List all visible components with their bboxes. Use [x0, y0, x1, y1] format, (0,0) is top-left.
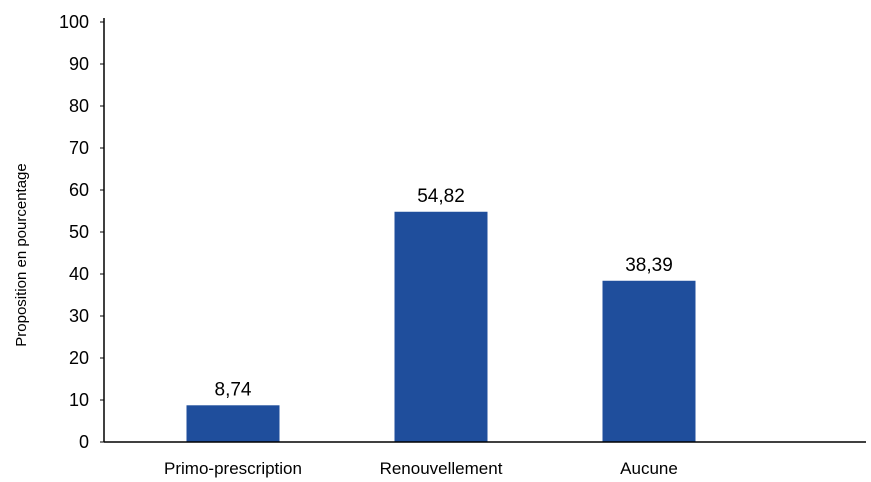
y-tick-label: 80	[69, 96, 89, 116]
data-label: 54,82	[417, 186, 465, 207]
category-labels: Primo-prescription Renouvellement Aucune	[164, 459, 678, 478]
bars	[186, 211, 696, 442]
data-label: 38,39	[625, 255, 673, 276]
y-tick-label: 90	[69, 54, 89, 74]
y-axis-ticks: 0 10 20 30 40 50 60 70 80 90 100	[59, 12, 104, 452]
data-labels: 8,74 54,82 38,39	[215, 186, 673, 401]
bar-aucune	[602, 280, 696, 442]
y-tick-label: 20	[69, 348, 89, 368]
y-tick-label: 60	[69, 180, 89, 200]
y-tick-label: 50	[69, 222, 89, 242]
y-tick-label: 10	[69, 390, 89, 410]
data-label: 8,74	[215, 379, 252, 400]
bar-renouvellement	[394, 211, 488, 442]
y-axis-title: Proposition en pourcentage	[13, 163, 30, 346]
y-tick-label: 0	[79, 432, 89, 452]
y-tick-label: 30	[69, 306, 89, 326]
y-tick-label: 40	[69, 264, 89, 284]
y-tick-label: 70	[69, 138, 89, 158]
category-label: Aucune	[620, 459, 678, 478]
bar-primo-prescription	[186, 405, 280, 442]
category-label: Primo-prescription	[164, 459, 302, 478]
y-tick-label: 100	[59, 12, 89, 32]
category-label: Renouvellement	[380, 459, 503, 478]
